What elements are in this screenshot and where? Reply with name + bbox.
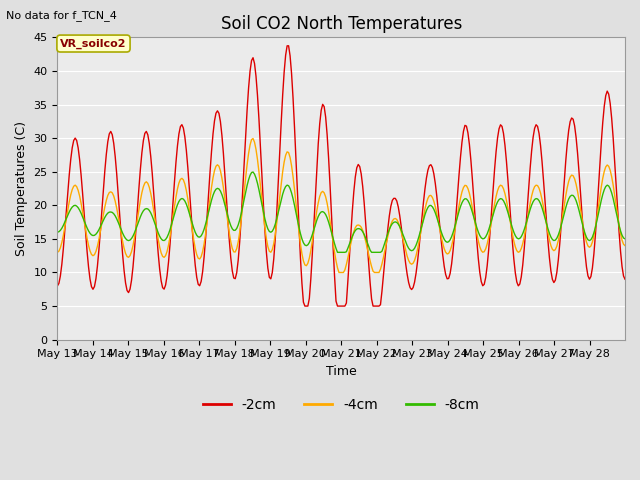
-8cm [545, 230, 553, 236]
X-axis label: Time: Time [326, 365, 356, 378]
Text: VR_soilco2: VR_soilco2 [60, 38, 127, 48]
-4cm [348, 234, 356, 240]
Title: Soil CO2 North Temperatures: Soil CO2 North Temperatures [221, 15, 462, 33]
-8cm [249, 169, 257, 175]
-2cm [54, 283, 61, 289]
-2cm [461, 122, 468, 128]
-8cm [348, 233, 356, 239]
-8cm [620, 235, 627, 241]
-8cm [461, 196, 468, 202]
Text: No data for f_TCN_4: No data for f_TCN_4 [6, 10, 117, 21]
-4cm [621, 243, 629, 249]
-4cm [249, 136, 257, 142]
-4cm [91, 252, 99, 258]
-4cm [461, 182, 468, 188]
-2cm [73, 138, 81, 144]
-4cm [620, 241, 627, 247]
Legend: -2cm, -4cm, -8cm: -2cm, -4cm, -8cm [197, 392, 485, 418]
-4cm [54, 250, 61, 255]
-4cm [335, 270, 343, 276]
Line: -8cm: -8cm [58, 172, 625, 252]
-2cm [285, 43, 292, 48]
Line: -4cm: -4cm [58, 139, 625, 273]
-2cm [545, 255, 553, 261]
-2cm [301, 303, 308, 309]
-2cm [91, 284, 99, 289]
-8cm [73, 203, 81, 209]
-2cm [348, 208, 356, 214]
-8cm [333, 250, 341, 255]
-8cm [91, 232, 99, 238]
-2cm [621, 276, 629, 282]
-8cm [621, 236, 629, 242]
-8cm [54, 229, 61, 235]
-2cm [620, 273, 627, 279]
-4cm [545, 237, 553, 243]
Y-axis label: Soil Temperatures (C): Soil Temperatures (C) [15, 121, 28, 256]
Line: -2cm: -2cm [58, 46, 625, 306]
-4cm [73, 184, 81, 190]
